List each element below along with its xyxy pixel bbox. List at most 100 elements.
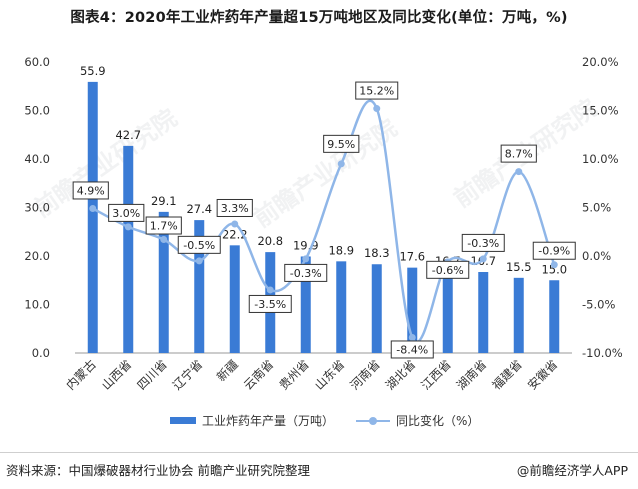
yoy-label-box [145,216,182,235]
yoy-label-text: 15.2% [359,85,394,98]
x-tick-label: 四川省 [135,357,170,392]
yoy-label-4: -0.5% [177,235,221,254]
y-left-tick-label: 0.0 [32,346,50,360]
x-tick-label: 云南省 [240,357,276,393]
bar-value-label: 15.0 [541,262,567,276]
bar-value-label: 42.7 [115,128,141,142]
bar-10 [407,267,418,353]
yoy-label-text: -0.3% [290,267,322,280]
yoy-point-3 [160,236,168,244]
x-tick-labels: 内蒙古 山西省 四川省 辽宁省 新疆 云南省 贵州省 山东省 河南省 湖北省 江西省 湖南省 福建省 安徽… [63,357,561,393]
bar-1 [87,81,98,353]
bar-7 [300,256,311,353]
yoy-label-box [216,198,253,217]
x-tick-label: 山西省 [99,357,134,392]
y-right-tick-label: -10.0% [582,346,623,360]
bar-2 [123,145,134,353]
yoy-label-5: 3.3% [216,198,253,217]
yoy-label-box [500,144,537,163]
legend-bar-swatch [170,417,196,424]
y-right-tick-label: -5.0% [582,298,615,312]
yoy-point-4 [195,257,203,265]
yoy-label-1: 4.9% [72,181,109,200]
legend-line-swatch [356,415,390,427]
yoy-point-9 [373,105,381,113]
yoy-label-box [355,81,399,100]
y-right-tick-label: 5.0% [582,201,611,215]
x-tick-label: 湖北省 [382,357,418,393]
bar-4 [194,220,205,353]
yoy-label-8: 9.5% [323,134,360,153]
y-left-tick-label: 60.0 [24,55,50,69]
bar-8 [336,261,347,353]
yoy-point-6 [266,286,274,294]
bar-3 [158,211,169,353]
bar-value-label: 17.6 [399,250,425,264]
yoy-label-14: -0.9% [532,241,576,260]
watermark-text: 前瞻产业研究院 [249,114,403,233]
yoy-label-text: 3.3% [221,202,249,215]
yoy-label-text: -0.9% [538,245,570,258]
yoy-label-9: 15.2% [355,81,399,100]
yoy-label-2: 3.0% [108,203,145,222]
y-left-tick-label: 40.0 [24,152,50,166]
x-tick-label: 辽宁省 [169,357,205,393]
bar-value-label: 29.1 [151,194,177,208]
yoy-label-3: 1.7% [145,216,182,235]
yoy-point-2 [124,223,132,231]
yoy-label-box [323,134,360,153]
axes: 0.0 10.0 20.0 30.0 40.0 50.0 60.0 -10.0% -5.0% 0.… [24,55,622,360]
yoy-label-box [461,233,505,252]
legend-item-yoy: 同比变化（%） [356,412,479,429]
bar-value-label: 18.3 [364,246,390,260]
yoy-point-8 [337,160,345,168]
y-left-tick-label: 30.0 [24,201,50,215]
footer-divider [0,452,638,453]
bar-value-label: 55.9 [80,64,106,78]
y-right-tick-label: 0.0% [582,249,611,263]
bar-9 [371,264,382,353]
bar-value-label: 27.4 [186,202,212,216]
yoy-point-7 [302,255,310,263]
x-tick-label: 内蒙古 [63,357,99,393]
yoy-label-text: 9.5% [327,138,355,151]
yoy-label-text: 8.7% [505,148,533,161]
yoy-label-box [426,260,470,279]
yoy-label-7: -0.3% [284,263,328,282]
x-tick-label: 福建省 [489,357,525,393]
bar-value-label: 18.9 [328,243,354,257]
yoy-point-10 [408,333,416,341]
yoy-label-box [108,203,145,222]
y-left-tick-label: 20.0 [24,249,50,263]
y-left-tick-label: 10.0 [24,298,50,312]
yoy-label-10: -8.4% [390,340,434,359]
x-tick-label: 安徽省 [524,357,560,393]
legend-label-yoy: 同比变化（%） [396,414,480,428]
yoy-label-text: -3.5% [254,298,286,311]
yoy-label-12: -0.3% [461,233,505,252]
bar-14 [549,280,560,353]
x-tick-label: 山东省 [312,357,347,392]
yoy-label-text: 4.9% [77,184,105,197]
yoy-label-box [390,340,434,359]
yoy-label-box [532,241,576,260]
yoy-point-1 [89,204,97,212]
bar-11 [442,272,453,353]
bar-value-label: 20.8 [257,234,283,248]
y-left-tick-label: 50.0 [24,104,50,118]
line-labels: 4.9% 3.0% 1.7% -0.5% 3.3% -3.5% -0.3% 9.5% 15.2%… [72,81,576,359]
yoy-point-14 [550,261,558,269]
x-tick-label: 湖南省 [453,357,489,393]
yoy-label-text: 1.7% [150,220,178,233]
x-tick-label: 江西省 [419,357,454,392]
yoy-label-text: 3.0% [112,207,140,220]
yoy-point-12 [479,255,487,263]
yoy-label-6: -3.5% [248,294,292,313]
legend-label-production: 工业炸药年产量（万吨） [202,414,335,428]
yoy-label-text: -0.5% [183,239,215,252]
yoy-label-text: -0.3% [467,237,499,250]
y-right-tick-label: 15.0% [582,104,619,118]
yoy-label-text: -0.6% [432,264,464,277]
yoy-label-box [177,235,221,254]
